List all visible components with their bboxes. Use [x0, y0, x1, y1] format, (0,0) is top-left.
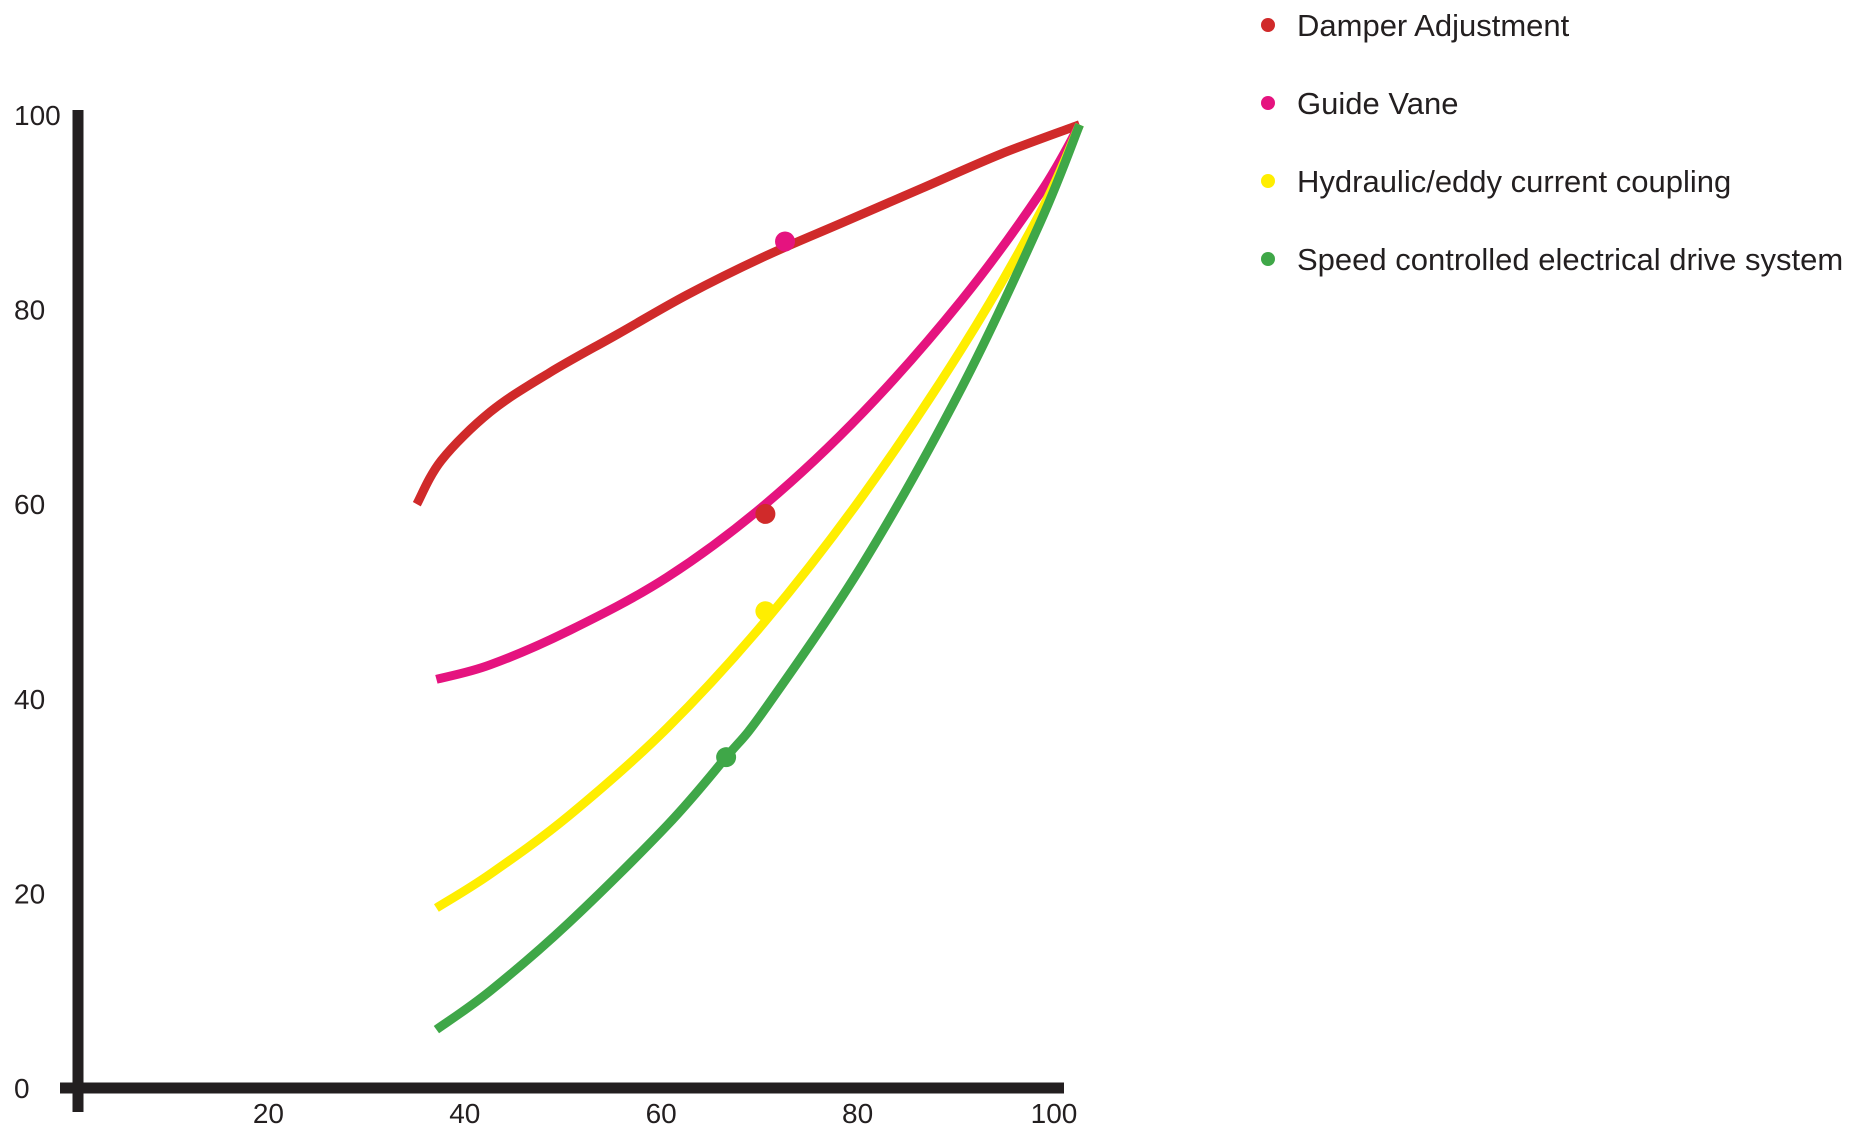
axes	[60, 110, 1064, 1112]
x-tick-label: 80	[842, 1098, 873, 1129]
series-marker-1	[755, 503, 776, 524]
series-lines	[412, 120, 1084, 1034]
series-line-4	[433, 123, 1084, 1034]
legend-label: Speed controlled electrical drive system	[1297, 242, 1843, 277]
x-tick-label: 20	[253, 1098, 284, 1129]
series-line-2	[435, 122, 1084, 684]
series-line-3	[433, 122, 1084, 912]
y-tick-label: 20	[14, 878, 45, 909]
series-line-1	[412, 120, 1082, 507]
y-tick-label: 60	[14, 489, 45, 520]
series-marker-3	[755, 601, 776, 622]
legend-label: Guide Vane	[1297, 86, 1458, 121]
y-tick-label: 0	[14, 1073, 30, 1104]
x-tick-label: 60	[646, 1098, 677, 1129]
y-axis-tick-labels: 0 20 40 60 80 100	[14, 100, 61, 1104]
x-tick-label: 100	[1031, 1098, 1078, 1129]
legend-swatch	[1261, 96, 1275, 110]
legend-label: Damper Adjustment	[1297, 8, 1570, 43]
legend-swatch	[1261, 252, 1275, 266]
x-tick-label: 40	[449, 1098, 480, 1129]
y-tick-label: 40	[14, 684, 45, 715]
legend-swatch	[1261, 18, 1275, 32]
x-axis-tick-labels: 20 40 60 80 100	[253, 1098, 1078, 1129]
series-marker-2	[775, 231, 796, 252]
y-tick-label: 100	[14, 100, 61, 131]
series-marker-4	[716, 747, 737, 768]
legend-swatch	[1261, 174, 1275, 188]
legend-label: Hydraulic/eddy current coupling	[1297, 164, 1731, 199]
series-markers	[716, 231, 796, 768]
y-tick-label: 80	[14, 295, 45, 326]
legend: Damper Adjustment Guide Vane Hydraulic/edd…	[1261, 8, 1843, 277]
